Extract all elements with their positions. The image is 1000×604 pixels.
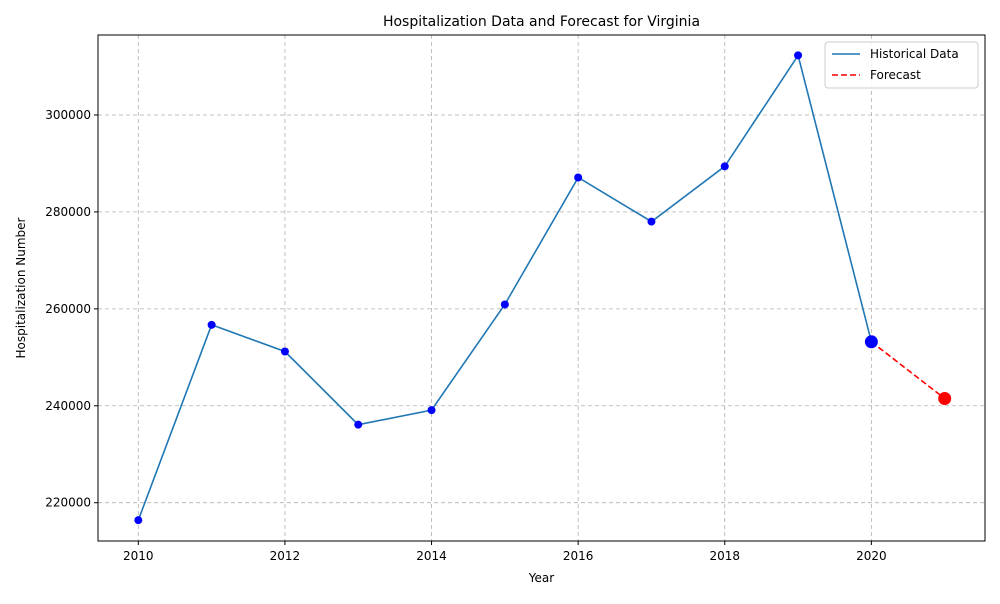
y-tick-label: 300000 — [45, 108, 91, 122]
historical-series-line — [137, 53, 873, 521]
historical-point — [280, 347, 289, 356]
forecast-point — [938, 392, 952, 406]
y-tick-label: 240000 — [45, 399, 91, 413]
y-tick-label: 280000 — [45, 205, 91, 219]
legend-label-forecast: Forecast — [870, 68, 921, 82]
legend-label-historical: Historical Data — [870, 47, 959, 61]
plot-frame — [97, 34, 986, 542]
marker-layer — [134, 51, 952, 525]
chart-title: Hospitalization Data and Forecast for Vi… — [383, 14, 700, 30]
x-tick-label: 2014 — [416, 549, 447, 563]
tick-layer: 2010 2012 2014 2016 2018 2020 220000 240000 2600… — [45, 108, 886, 563]
historical-point — [720, 162, 729, 171]
grid-layer — [98, 35, 985, 541]
x-tick-label: 2012 — [270, 549, 301, 563]
legend: Historical Data Forecast — [824, 41, 979, 89]
x-tick-label: 2016 — [563, 549, 594, 563]
x-tick-label: 2010 — [123, 549, 154, 563]
historical-point — [864, 335, 878, 349]
historical-point — [574, 173, 583, 182]
x-tick-label: 2020 — [856, 549, 887, 563]
y-tick-label: 220000 — [45, 496, 91, 510]
historical-point — [647, 217, 656, 226]
y-axis-title: Hospitalization Number — [14, 217, 28, 358]
historical-point — [794, 51, 803, 60]
x-axis-title: Year — [528, 571, 554, 585]
historical-point — [500, 300, 509, 309]
historical-point — [354, 420, 363, 429]
forecast-series-line — [870, 341, 946, 400]
x-tick-label: 2018 — [709, 549, 740, 563]
historical-point — [207, 320, 216, 329]
historical-point — [134, 516, 143, 525]
series-layer — [137, 53, 946, 521]
y-tick-label: 260000 — [45, 302, 91, 316]
legend-box — [824, 41, 979, 89]
historical-point — [427, 406, 436, 415]
